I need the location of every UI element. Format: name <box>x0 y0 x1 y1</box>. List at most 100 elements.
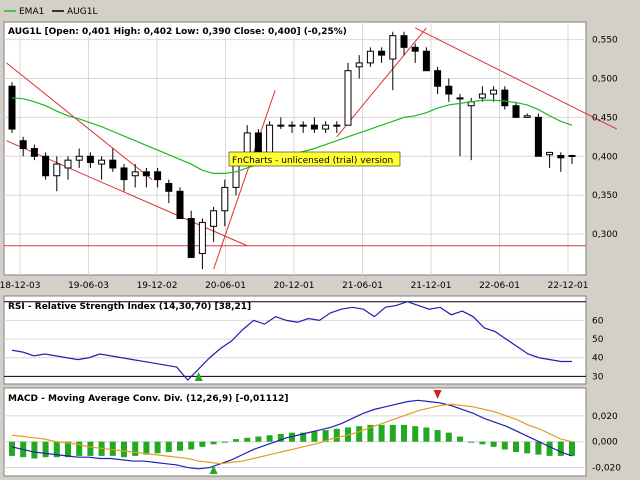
price-y-tick-label: 0,450 <box>592 113 618 123</box>
candle-body <box>333 124 341 127</box>
candle-body <box>154 171 162 181</box>
candle-body <box>344 70 352 126</box>
candle-body <box>210 210 218 227</box>
macd-histogram-bar <box>490 441 497 447</box>
macd-histogram-bar <box>143 441 150 455</box>
candle-body <box>534 116 542 157</box>
candle-body <box>288 124 296 127</box>
price-title-bg <box>5 23 327 37</box>
candle-body <box>165 183 173 192</box>
macd-histogram-bar <box>457 436 463 442</box>
macd-histogram-bar <box>109 441 116 456</box>
price-y-tick-label: 0,500 <box>592 74 618 84</box>
price-x-tick-label: 20-12-01 <box>274 281 315 291</box>
candle-body <box>187 218 195 258</box>
rsi-buy-marker <box>194 372 203 381</box>
candle-body <box>64 159 72 169</box>
macd-histogram-bar <box>188 441 195 450</box>
price-y-tick-label: 0,300 <box>592 230 618 240</box>
candle-body <box>198 221 206 255</box>
macd-histogram-bar <box>76 441 83 456</box>
candle-body <box>523 115 531 118</box>
price-title: AUG1L [Open: 0,401 High: 0,402 Low: 0,39… <box>8 27 347 37</box>
price-y-tick-label: 0,350 <box>592 191 618 201</box>
candle-body <box>19 140 27 149</box>
price-y-tick-label: 0,550 <box>592 36 618 46</box>
rsi-panel: RSI - Relative Strength Index (14,30,70)… <box>3 295 604 385</box>
watermark-text: FnCharts - unlicensed (trial) version <box>232 156 393 166</box>
price-x-tick-label: 18-12-03 <box>0 281 40 291</box>
candle-body <box>378 50 386 56</box>
candle-body <box>176 190 184 220</box>
rsi-grid <box>4 301 586 377</box>
price-x-tick-label: 22-12-01 <box>548 281 589 291</box>
macd-histogram-bar <box>300 432 307 442</box>
macd-histogram-bar <box>289 432 295 442</box>
legend: EMA1 AUG1L <box>4 7 97 17</box>
price-plot-area <box>3 21 587 276</box>
candle-body <box>389 35 397 60</box>
price-x-tick-label: 21-06-01 <box>342 281 383 291</box>
candle-body <box>490 89 498 95</box>
trendline <box>213 89 276 270</box>
legend-ema-label: EMA1 <box>19 7 44 17</box>
macd-histogram-bar <box>524 441 531 454</box>
rsi-title: RSI - Relative Strength Index (14,30,70)… <box>8 302 251 312</box>
macd-histogram-bar <box>445 432 452 442</box>
macd-histogram-bar <box>401 424 407 442</box>
price-x-tick-label: 19-06-03 <box>68 281 109 291</box>
price-x-tick-label: 19-12-02 <box>137 281 178 291</box>
macd-histogram-bar <box>322 430 329 442</box>
candle-body <box>422 50 430 72</box>
rsi-y-tick-label: 60 <box>592 316 604 326</box>
macd-histogram-bar <box>132 441 139 456</box>
macd-histogram-bar <box>535 441 542 455</box>
macd-histogram-bar <box>557 441 564 456</box>
macd-histogram-bar <box>277 433 284 442</box>
candle-body <box>400 35 408 48</box>
macd-y-tick-label: 0,000 <box>592 438 618 448</box>
candle-body <box>557 155 565 159</box>
macd-signal-line <box>11 403 573 465</box>
trendline <box>336 27 427 138</box>
macd-histogram-bar <box>154 441 161 454</box>
macd-buy-marker <box>209 465 218 474</box>
price-y-axis: 0,550 0,500 0,450 0,400 0,350 0,300 <box>592 36 618 241</box>
legend-aug-label: AUG1L <box>67 7 97 17</box>
macd-histogram-bar <box>569 441 575 456</box>
candle-body <box>366 50 374 64</box>
watermark-box <box>228 151 401 167</box>
candle-body <box>266 124 274 157</box>
macd-histogram-bar <box>434 430 441 442</box>
macd-histogram-bar <box>266 435 273 442</box>
price-x-tick-label: 20-06-01 <box>205 281 246 291</box>
macd-histogram-bar <box>233 439 239 442</box>
macd-histogram-bar <box>65 441 71 458</box>
macd-histogram-bar <box>244 437 251 442</box>
macd-histogram-bar <box>199 441 206 447</box>
price-x-tick-label: 22-06-01 <box>479 281 520 291</box>
candle-body <box>131 171 139 177</box>
macd-histogram-bar <box>333 428 340 442</box>
macd-histogram-bar <box>389 424 396 442</box>
macd-histogram-bar <box>423 427 430 442</box>
macd-histogram-bar <box>356 426 363 442</box>
macd-histogram-bar <box>546 441 553 456</box>
candle-body <box>42 155 50 177</box>
macd-histogram-bar <box>42 441 49 458</box>
macd-sell-marker <box>433 390 442 399</box>
macd-histogram-bar <box>9 441 15 456</box>
candle-body <box>299 124 307 127</box>
price-y-tick-label: 0,400 <box>592 152 618 162</box>
macd-lines <box>11 399 573 470</box>
candle-body <box>53 163 61 177</box>
macd-histogram-bar <box>479 441 486 445</box>
macd-histogram-bar <box>412 426 419 442</box>
price-x-axis: 18-12-03 19-06-03 19-12-02 20-06-01 20-12-01… <box>0 281 588 291</box>
candle-body <box>411 46 419 52</box>
candle-body <box>512 105 520 118</box>
candle-body <box>75 155 83 161</box>
price-trendlines <box>6 27 618 270</box>
macd-panel: MACD - Moving Average Conv. Div. (12,26,… <box>3 387 621 477</box>
candle-body <box>86 155 94 164</box>
